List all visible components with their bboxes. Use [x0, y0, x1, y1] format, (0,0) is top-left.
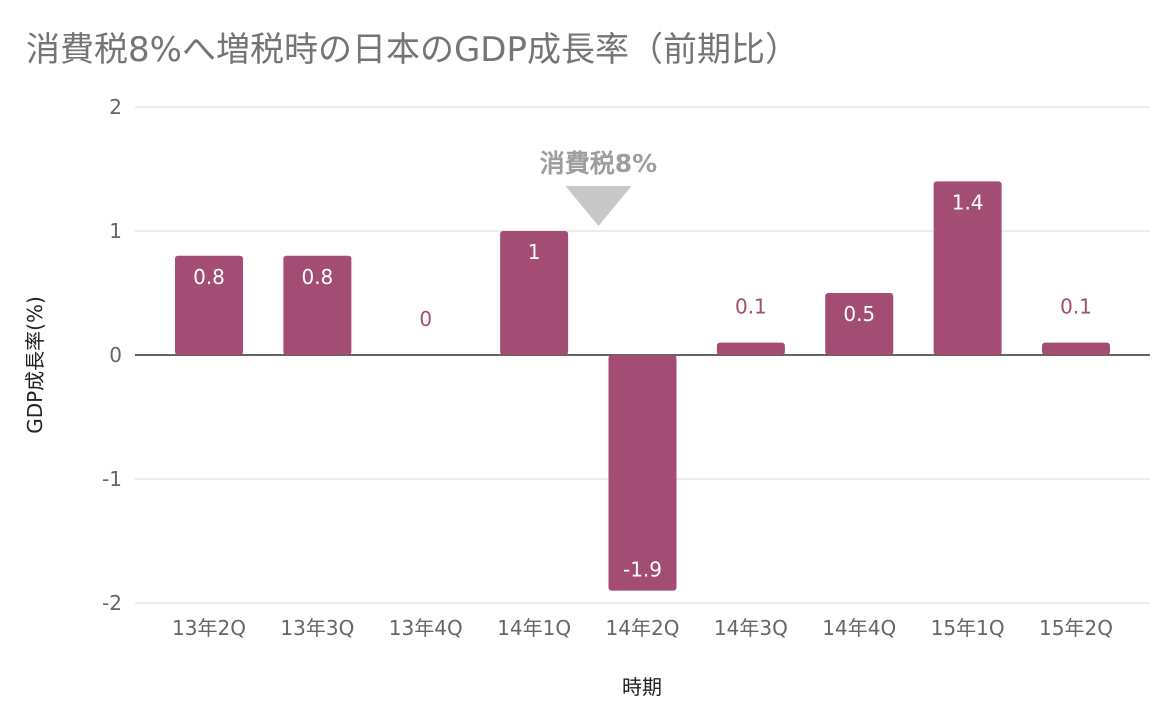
x-axis-ticks: 13年2Q 13年3Q 13年4Q 14年1Q 14年2Q 14年3Q 14年4Q 15年1Q…	[172, 616, 1113, 640]
y-axis-ticks: 2 1 0 -1 -2	[102, 95, 122, 615]
bar	[825, 293, 894, 355]
data-label: 1	[528, 240, 541, 264]
data-label: -1.9	[623, 558, 662, 582]
data-label: 0.8	[301, 265, 333, 289]
y-tick-label: 2	[109, 95, 122, 119]
annotation: 消費税8%	[540, 149, 657, 226]
data-label: 1.4	[952, 190, 984, 214]
data-label: 0.1	[735, 295, 767, 319]
y-axis-title: GDP成長率(%)	[23, 296, 47, 434]
x-tick-label: 14年4Q	[822, 616, 896, 640]
y-tick-label: 1	[109, 219, 122, 243]
x-tick-label: 14年3Q	[714, 616, 788, 640]
bar	[500, 231, 569, 355]
data-label: 0.1	[1060, 295, 1092, 319]
data-label: 0.5	[843, 302, 875, 326]
x-tick-label: 13年3Q	[280, 616, 354, 640]
data-labels: 0.8 0.8 0 1 -1.9 0.1 0.5 1.4 0.1	[193, 190, 1092, 581]
x-tick-label: 13年4Q	[389, 616, 463, 640]
bar	[175, 255, 243, 355]
y-tick-label: -2	[102, 591, 122, 615]
bars	[175, 181, 1110, 591]
data-label: 0.8	[193, 265, 225, 289]
y-tick-label: -1	[102, 467, 122, 491]
data-label: 0	[419, 307, 432, 331]
bar	[716, 342, 785, 355]
x-tick-label: 14年1Q	[497, 616, 571, 640]
bar	[608, 355, 677, 591]
annotation-label: 消費税8%	[540, 149, 657, 178]
x-tick-label: 13年2Q	[172, 616, 246, 640]
chart-title: 消費税8%へ増税時の日本のGDP成長率（前期比）	[26, 30, 799, 70]
x-tick-label: 15年1Q	[931, 616, 1005, 640]
annotation-arrow	[565, 186, 632, 226]
x-axis-title: 時期	[622, 675, 662, 699]
x-tick-label: 14年2Q	[606, 616, 680, 640]
bar	[1042, 342, 1110, 355]
bar	[283, 255, 352, 355]
y-tick-label: 0	[109, 343, 122, 367]
bar	[933, 181, 1002, 355]
x-tick-label: 15年2Q	[1039, 616, 1113, 640]
